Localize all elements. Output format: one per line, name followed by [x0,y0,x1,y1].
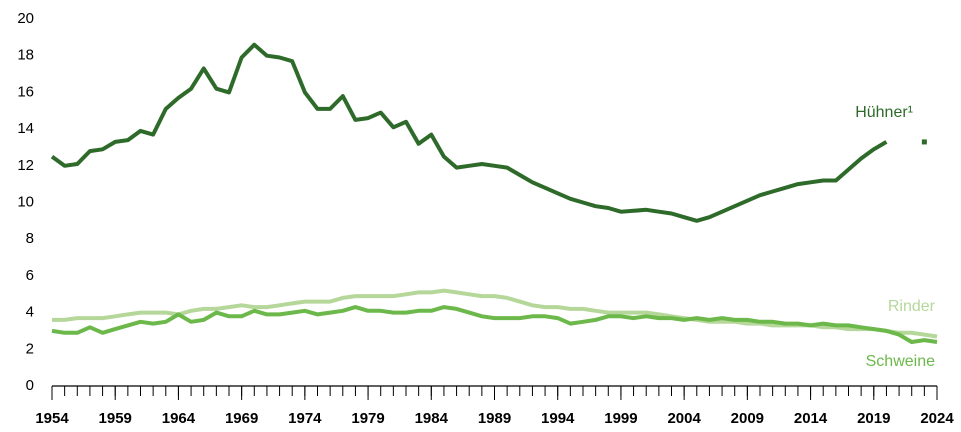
x-tick-label: 2024 [920,410,954,427]
y-tick-label: 0 [26,377,34,394]
x-tick-label: 1959 [99,410,132,427]
x-tick-label: 1974 [288,410,322,427]
y-tick-label: 16 [17,83,34,100]
y-tick-label: 8 [26,230,34,247]
x-tick-label: 1989 [478,410,511,427]
x-tick-label: 1954 [35,410,69,427]
x-tick-label: 1969 [225,410,258,427]
x-tick-label: 2014 [794,410,828,427]
x-tick-label: 2019 [857,410,890,427]
line-series [50,42,888,223]
y-tick-label: 14 [17,120,34,137]
series-label: Hühner¹ [855,104,913,121]
y-tick-label: 6 [26,267,34,284]
y-tick-label: 4 [26,304,34,321]
line-point [921,139,927,145]
line-series [51,305,938,344]
series-label: Schweine [866,353,935,370]
y-tick-label: 2 [26,340,34,357]
y-tick-label: 12 [17,157,34,174]
series-label: Rinder [888,298,936,315]
x-tick-label: 1979 [351,410,384,427]
x-tick-label: 2004 [667,410,701,427]
y-tick-label: 10 [17,193,34,210]
x-tick-label: 1964 [162,410,196,427]
x-tick-label: 1994 [541,410,575,427]
x-tick-label: 1999 [604,410,637,427]
line-series [52,288,938,339]
x-tick-label: 2009 [731,410,764,427]
x-tick-label: 1984 [415,410,449,427]
y-tick-label: 20 [17,10,34,27]
y-tick-label: 18 [17,47,34,64]
